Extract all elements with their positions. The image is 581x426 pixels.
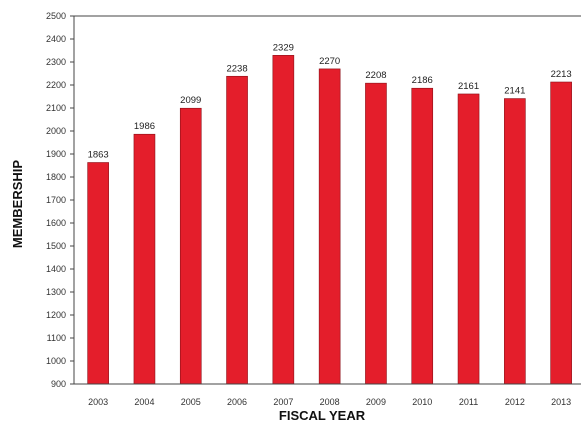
x-tick-label: 2005: [181, 397, 201, 407]
y-tick-label: 2300: [46, 57, 66, 67]
y-tick-label: 1600: [46, 218, 66, 228]
data-label: 2141: [504, 86, 525, 97]
data-label: 2186: [412, 75, 433, 86]
data-label: 2270: [319, 56, 340, 67]
bar: [133, 133, 156, 385]
bar: [179, 107, 202, 385]
plot-frame: [73, 15, 581, 385]
y-tick-label: 2400: [46, 34, 66, 44]
x-tick-label: 2013: [551, 397, 571, 407]
x-axis-label: FISCAL YEAR: [279, 408, 366, 423]
x-tick-label: 2006: [227, 397, 247, 407]
data-label: 2213: [551, 69, 572, 80]
bar: [87, 162, 109, 385]
y-tick-label: 1000: [46, 356, 66, 366]
x-tick-label: 2007: [273, 397, 293, 407]
y-tick-label: 1300: [46, 287, 66, 297]
y-tick-label: 2500: [46, 11, 66, 21]
y-tick-label: 1800: [46, 172, 66, 182]
x-tick-label: 2009: [366, 397, 386, 407]
data-label: 1986: [134, 121, 155, 132]
y-tick-label: 1500: [46, 241, 66, 251]
x-tick-label: 2010: [412, 397, 432, 407]
y-axis-label: MEMBERSHIP: [10, 160, 25, 248]
bar: [226, 75, 248, 385]
bar: [504, 98, 526, 385]
y-tick-label: 2200: [46, 80, 66, 90]
y-tick-label: 900: [51, 379, 66, 389]
data-label: 2238: [226, 63, 247, 74]
bar: [550, 81, 572, 385]
y-tick-label: 1900: [46, 149, 66, 159]
data-label: 2161: [458, 81, 479, 92]
data-label: 1863: [88, 150, 109, 161]
bar: [272, 55, 295, 385]
bars: [87, 55, 572, 385]
x-tick-label: 2008: [320, 397, 340, 407]
data-label: 2099: [180, 95, 201, 106]
y-tick-label: 2000: [46, 126, 66, 136]
data-label: 2208: [365, 70, 386, 81]
bar: [411, 87, 434, 385]
bar: [318, 68, 341, 385]
y-tick-label: 1400: [46, 264, 66, 274]
y-axis-ticks: 900 1000 1100 1200 1300 1400 1500 1600 1700 1800 1…: [46, 11, 74, 389]
y-tick-label: 1700: [46, 195, 66, 205]
x-tick-label: 2012: [505, 397, 525, 407]
data-labels: 1863 1986 2099 2238 2329 2270 2208 2186 2161 2141…: [88, 42, 572, 160]
x-tick-label: 2003: [88, 397, 108, 407]
data-label: 2329: [273, 42, 294, 53]
y-tick-label: 1200: [46, 310, 66, 320]
bar: [365, 82, 387, 385]
x-tick-label: 2011: [459, 397, 478, 407]
x-axis-ticks: 2003 2004 2005 2006 2007 2008 2009 2010 2011 2012…: [88, 397, 571, 407]
y-tick-label: 1100: [47, 333, 66, 343]
x-tick-label: 2004: [134, 397, 154, 407]
bar: [457, 93, 480, 385]
y-tick-label: 2100: [46, 103, 66, 113]
